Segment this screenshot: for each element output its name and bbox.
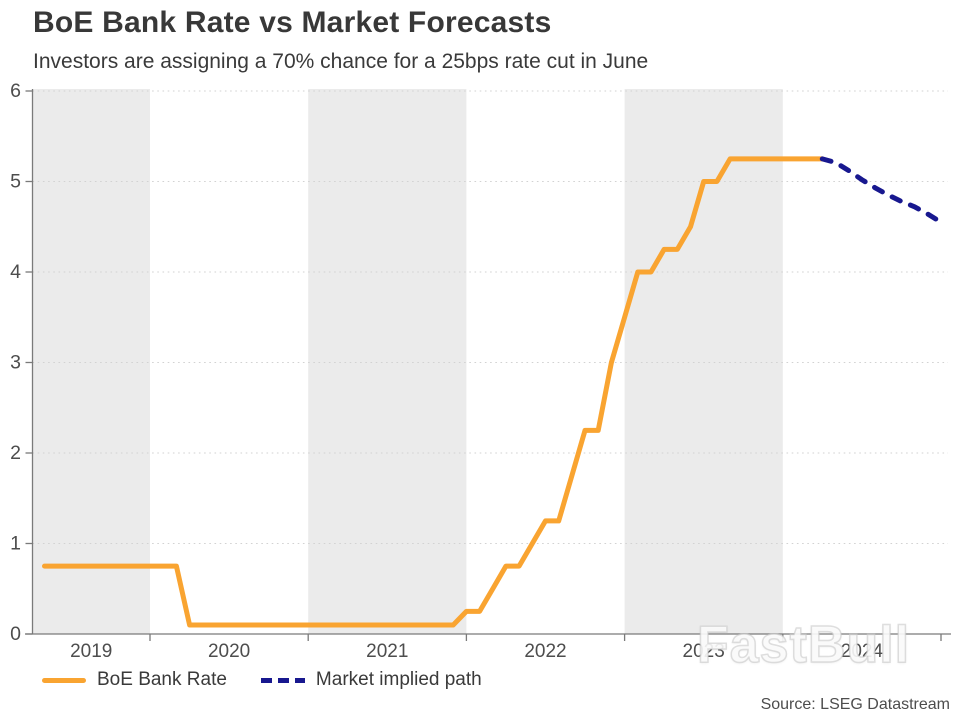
legend-label-market-implied-path: Market implied path xyxy=(315,669,482,690)
series-line-market-implied-path xyxy=(819,156,944,225)
x-tick-label-2020: 2020 xyxy=(208,641,250,662)
legend-label-boe-bank-rate: BoE Bank Rate xyxy=(97,669,227,690)
x-tick-label-2019: 2019 xyxy=(70,641,112,662)
y-tick-label-4: 4 xyxy=(10,261,21,283)
x-tick-label-2022: 2022 xyxy=(524,641,566,662)
y-tick-label-6: 6 xyxy=(10,80,21,102)
series-line-boe-bank-rate xyxy=(42,156,825,628)
y-tick-label-3: 3 xyxy=(10,352,21,374)
x-tick-label-2023: 2023 xyxy=(683,641,725,662)
legend: BoE Bank Rate Market implied path xyxy=(42,669,482,691)
source-note: Source: LSEG Datastream xyxy=(760,696,950,713)
year-band-2021 xyxy=(308,89,467,634)
legend-item-boe-bank-rate: BoE Bank Rate xyxy=(42,669,227,691)
year-band-2023 xyxy=(624,89,783,634)
y-tick-label-5: 5 xyxy=(10,171,21,193)
y-tick-label-1: 1 xyxy=(10,533,21,555)
legend-item-market-implied-path: Market implied path xyxy=(260,669,482,691)
legend-swatch-market-implied-path xyxy=(260,677,305,683)
y-tick-label-2: 2 xyxy=(10,442,21,464)
y-tick-label-0: 0 xyxy=(10,623,21,645)
legend-swatch-boe-bank-rate xyxy=(42,677,86,683)
x-tick-label-2024: 2024 xyxy=(841,641,884,662)
x-tick-label-2021: 2021 xyxy=(366,641,408,662)
chart-subtitle: Investors are assigning a 70% chance for… xyxy=(33,50,649,73)
year-band-2019 xyxy=(32,89,150,634)
chart-title: BoE Bank Rate vs Market Forecasts xyxy=(33,6,552,39)
